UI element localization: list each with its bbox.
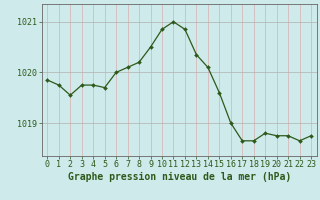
X-axis label: Graphe pression niveau de la mer (hPa): Graphe pression niveau de la mer (hPa): [68, 172, 291, 182]
